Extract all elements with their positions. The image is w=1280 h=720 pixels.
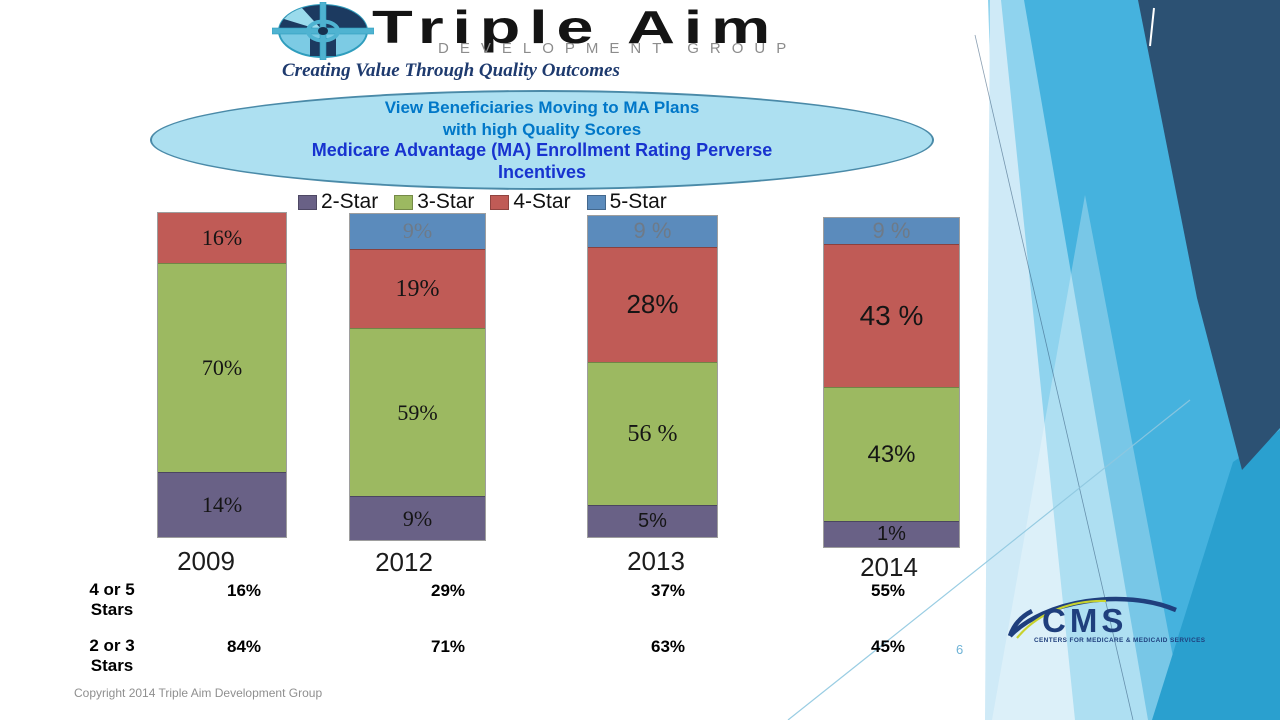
bar-value-label: 43 % (859, 300, 924, 332)
bar-2014-segment-3-star: 43% (824, 387, 959, 522)
x-axis-label-2013: 2013 (627, 546, 685, 576)
title-line-2: with high Quality Scores (442, 119, 642, 139)
legend-label: 3-Star (417, 190, 475, 213)
bar-2012-segment-2-star: 9% (350, 496, 485, 540)
cms-logo: CMS CENTERS FOR MEDICARE & MEDICAID SERV… (1004, 594, 1205, 650)
legend-item-2-star: 2-Star (298, 190, 378, 214)
brand-subtitle: DEVELOPMENT GROUP (438, 40, 798, 57)
bar-value-label: 70% (201, 355, 243, 381)
bar-value-label: 9% (402, 505, 433, 531)
title-line-4: Incentives (497, 161, 587, 182)
triple-aim-logo-icon (272, 2, 374, 60)
bar-value-label: 43% (867, 440, 916, 468)
bar-2013: 9 % 28% 56 % 5% (587, 215, 718, 538)
page-number: 6 (956, 642, 964, 657)
title-line-3: Medicare Advantage (MA) Enrollment Ratin… (311, 140, 773, 160)
title-line-1: View Beneficiaries Moving to MA Plans (384, 98, 700, 117)
table-value: 63% (650, 637, 686, 656)
bar-value-label: 59% (397, 399, 438, 425)
table-value: 84% (226, 637, 262, 656)
bar-2014-segment-4-star: 43 % (824, 244, 959, 388)
legend-label: 2-Star (321, 190, 379, 213)
x-axis-label-2009: 2009 (177, 546, 235, 576)
bar-2009-segment-3-star: 70% (158, 262, 286, 473)
bar-value-label: 14% (201, 492, 243, 518)
bar-value-label: 9 % (872, 218, 911, 243)
table-value: 71% (430, 637, 466, 656)
copyright-text: Copyright 2014 Triple Aim Development Gr… (74, 686, 323, 700)
cms-logo-text: CMS (1042, 602, 1128, 639)
table-value: 55% (870, 581, 906, 600)
legend-label: 5-Star (609, 190, 667, 213)
bar-value-label: 9% (402, 218, 433, 244)
legend-swatch (394, 194, 414, 210)
bar-value-label: 9 % (633, 218, 672, 244)
bar-value-label: 5% (638, 510, 667, 533)
table-row-label: 2 or 3 Stars (89, 636, 135, 675)
legend-item-3-star: 3-Star (394, 190, 474, 214)
bar-2014: 9 % 43 % 43% 1% (823, 217, 960, 548)
legend-item-5-star: 5-Star (586, 190, 667, 214)
bar-2009-segment-4-star: 16% (158, 213, 286, 263)
chart-legend: 2-Star 3-Star 4-Star 5-Star (298, 190, 667, 214)
bar-value-label: 19% (395, 275, 440, 302)
table-value: 29% (430, 581, 466, 600)
title-bubble: View Beneficiaries Moving to MA Plans wi… (150, 90, 934, 190)
brand-name: Triple Aim (372, 1, 779, 53)
legend-swatch (586, 194, 606, 210)
bar-value-label: 28% (626, 289, 679, 320)
legend-swatch (490, 194, 510, 210)
legend-label: 4-Star (513, 190, 571, 213)
cms-logo-caption: CENTERS FOR MEDICARE & MEDICAID SERVICES (1034, 637, 1206, 644)
bar-2014-segment-2-star: 1% (824, 521, 959, 547)
bar-2009-segment-2-star: 14% (158, 472, 286, 537)
x-axis-label-2014: 2014 (860, 552, 918, 582)
bar-2013-segment-4-star: 28% (588, 246, 717, 363)
bar-2013-segment-2-star: 5% (588, 505, 717, 538)
bar-2013-segment-5-star: 9 % (588, 216, 717, 247)
table-value: 16% (226, 581, 262, 600)
table-value: 37% (650, 581, 686, 600)
legend-item-4-star: 4-Star (490, 190, 571, 214)
bar-2013-segment-3-star: 56 % (588, 362, 717, 506)
bar-2012-segment-5-star: 9% (350, 214, 485, 249)
table-row-label: 4 or 5 Stars (89, 580, 135, 619)
bar-2014-segment-5-star: 9 % (824, 218, 959, 244)
bar-2009: 16% 70% 14% (157, 212, 287, 538)
table-value: 45% (870, 637, 906, 656)
brand-tagline: Creating Value Through Quality Outcomes (282, 60, 620, 81)
legend-swatch (298, 194, 317, 210)
x-axis-label-2012: 2012 (375, 547, 433, 577)
bar-2012-segment-3-star: 59% (350, 328, 485, 497)
bar-value-label: 1% (877, 523, 906, 546)
bar-value-label: 16% (201, 224, 243, 250)
bar-2012-segment-4-star: 19% (350, 248, 485, 329)
bar-2012: 9% 19% 59% 9% (349, 213, 486, 541)
bar-value-label: 56 % (627, 420, 678, 447)
